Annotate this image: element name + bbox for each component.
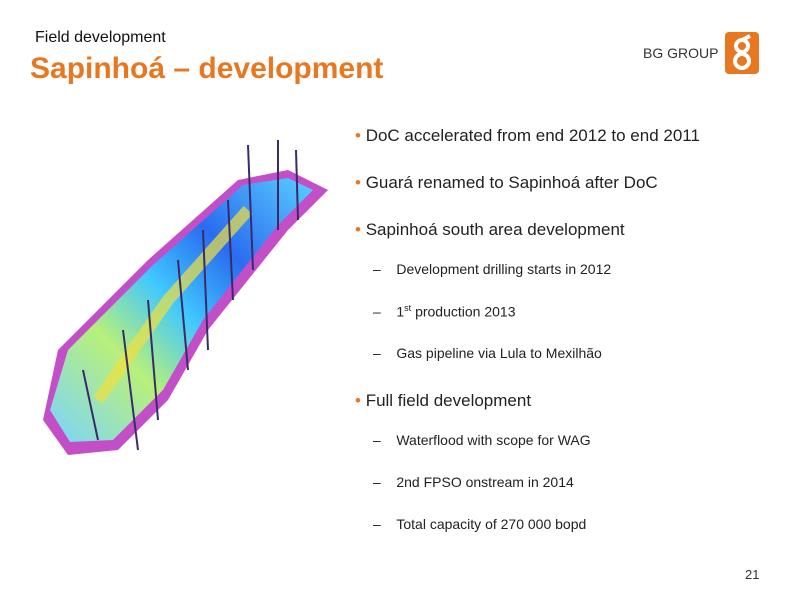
bullet-marker: • (355, 220, 366, 239)
logo-mark (725, 32, 759, 74)
bullet-text: Full field development (365, 391, 532, 410)
sub-marker: – (373, 432, 397, 448)
sub-marker: – (373, 516, 397, 532)
page-number: 21 (745, 567, 760, 582)
sub-marker: – (373, 261, 397, 277)
ordinal-suffix: st (404, 303, 412, 313)
bullet-text: DoC accelerated from end 2012 to end 201… (365, 126, 700, 145)
reservoir-image (43, 140, 328, 455)
bullet-item: • Full field development (355, 391, 531, 411)
sub-item: – 1st production 2013 (373, 303, 515, 320)
sub-text: production 2013 (415, 303, 516, 320)
sub-text: Development drilling starts in 2012 (396, 261, 612, 277)
sub-marker: – (373, 345, 397, 361)
sub-marker: – (373, 474, 397, 490)
bullet-text: Guará renamed to Sapinhoá after DoC (365, 173, 658, 192)
sub-marker: – (373, 303, 397, 320)
section-label: Field development (35, 29, 166, 46)
slide-title: Sapinhoá – development (30, 52, 384, 85)
sub-text: 2nd FPSO onstream in 2014 (396, 474, 574, 490)
bullet-marker: • (355, 126, 366, 145)
sub-item: – Total capacity of 270 000 bopd (373, 516, 586, 532)
bullet-marker: • (355, 391, 366, 410)
bullet-text: Sapinhoá south area development (365, 220, 625, 239)
bullet-item: • Sapinhoá south area development (355, 220, 625, 240)
sub-text: Gas pipeline via Lula to Mexilhão (396, 345, 602, 361)
bullet-marker: • (355, 173, 366, 192)
bullet-item: • DoC accelerated from end 2012 to end 2… (355, 126, 700, 146)
sub-text: Waterflood with scope for WAG (396, 432, 591, 448)
sub-item: – Waterflood with scope for WAG (373, 432, 591, 448)
sub-item: – Development drilling starts in 2012 (373, 261, 611, 277)
bullet-item: • Guará renamed to Sapinhoá after DoC (355, 173, 658, 193)
sub-item: – 2nd FPSO onstream in 2014 (373, 474, 574, 490)
logo-text: BG GROUP (643, 45, 719, 61)
sub-item: – Gas pipeline via Lula to Mexilhão (373, 345, 602, 361)
sub-text: Total capacity of 270 000 bopd (396, 516, 587, 532)
ordinal-number: 1 (396, 303, 405, 320)
